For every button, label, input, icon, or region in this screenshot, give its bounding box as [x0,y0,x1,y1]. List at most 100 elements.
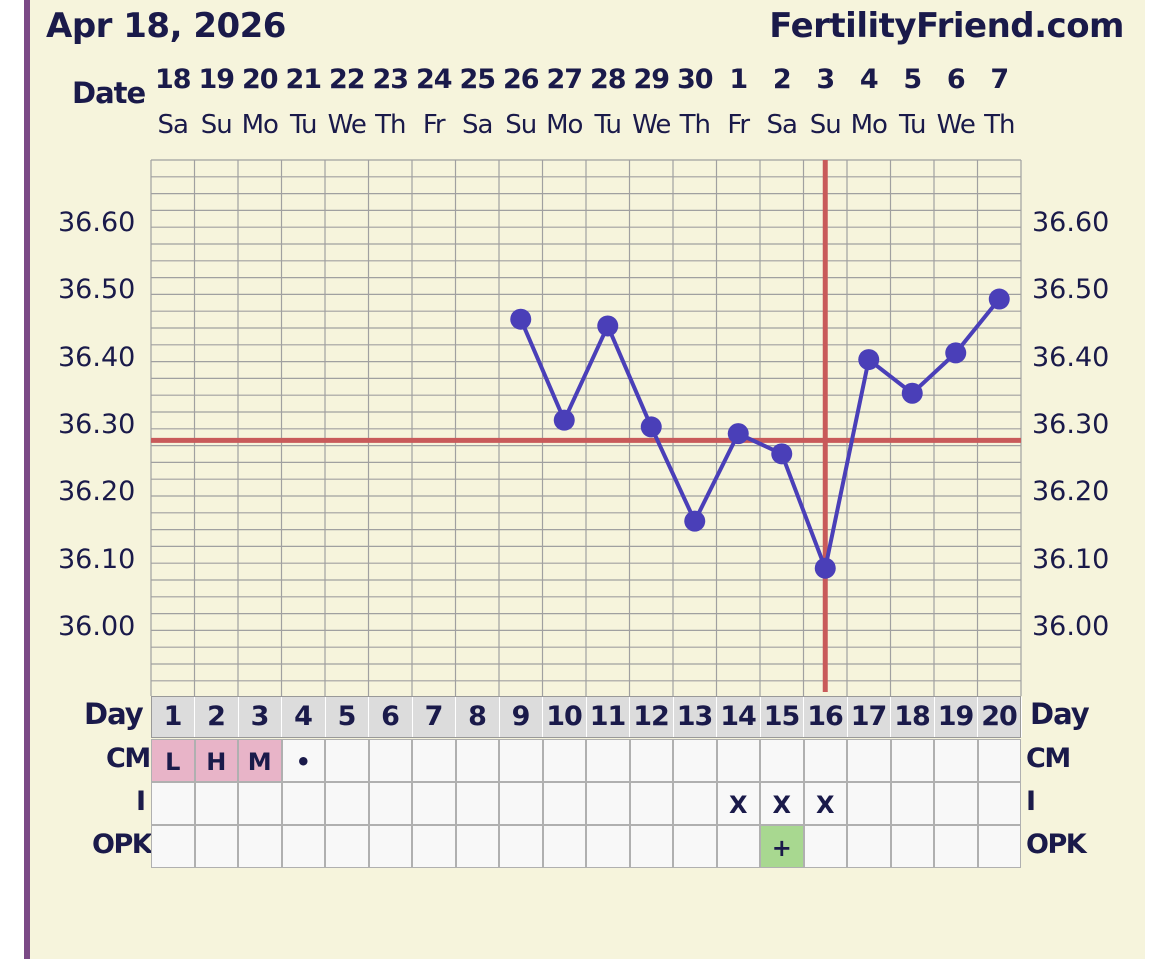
intercourse-cell [194,782,238,825]
weekday-label: Tu [899,110,926,140]
weekday-label: We [632,110,671,140]
cm-cell [368,739,412,782]
cm-cell [412,739,456,782]
date-label: 29 [633,64,670,95]
temperature-point [814,557,836,579]
temperature-point [684,510,706,532]
date-label: 5 [903,64,922,95]
opk-cell [281,825,325,868]
intercourse-cell: X [760,782,804,825]
cm-cell [890,739,934,782]
cycle-day-label: 20 [978,697,1022,737]
date-label: 7 [990,64,1009,95]
cm-cell [455,739,499,782]
opk-cell [673,825,717,868]
opk-cell [238,825,282,868]
site-name: FertilityFriend.com [769,6,1124,46]
opk-row-label-left: OPK [92,829,153,860]
weekday-label: Su [200,110,233,140]
y-tick-label-left: 36.10 [58,543,136,575]
date-label: 28 [589,64,627,95]
intercourse-cell [977,782,1021,825]
opk-row-label-right: OPK [1026,829,1087,860]
opk-cell: + [760,825,804,868]
cycle-day-label: 9 [499,697,543,737]
temperature-point [640,416,662,438]
intercourse-cell [586,782,630,825]
weekday-label: Th [375,110,406,140]
cm-cell [977,739,1021,782]
y-tick-label-right: 36.00 [1032,610,1110,642]
cm-cell [673,739,717,782]
intercourse-cell [455,782,499,825]
cm-cell [629,739,673,782]
intercourse-cell [412,782,456,825]
cm-cell [847,739,891,782]
cycle-day-label: 14 [717,697,761,737]
date-label: 27 [546,64,583,95]
date-label: 24 [415,64,453,95]
opk-cell [934,825,978,868]
opk-cell [847,825,891,868]
date-label: 19 [198,64,235,95]
weekday-label: Sa [462,110,493,140]
temperature-point [945,342,967,364]
intercourse-cell [847,782,891,825]
cm-row-label-right: CM [1026,743,1071,774]
y-tick-label-right: 36.60 [1032,207,1110,238]
opk-cell [977,825,1021,868]
temperature-point [771,443,793,465]
cycle-day-label: 16 [804,697,848,737]
intercourse-cell [325,782,369,825]
weekday-label: Th [679,110,711,140]
y-tick-label-left: 36.40 [58,341,136,373]
temperature-point [858,349,880,371]
day-row-label-right: Day [1030,697,1090,731]
cm-cell [760,739,804,782]
weekday-label: Sa [766,110,798,140]
cm-cell [586,739,630,782]
weekday-label: Mo [241,110,279,140]
intercourse-row-label-right: I [1026,786,1036,817]
temperature-point [553,409,575,431]
temperature-point [901,382,923,404]
cycle-day-label: 8 [456,697,500,737]
intercourse-cell [238,782,282,825]
weekday-label: We [327,110,367,140]
chart-date-title: Apr 18, 2026 [46,6,286,46]
cm-cell [803,739,847,782]
cycle-day-label: 4 [282,697,326,737]
date-label: 26 [502,64,540,95]
weekday-label: Tu [594,110,622,140]
cycle-day-label: 10 [543,697,587,737]
weekday-label: Mo [850,110,888,140]
date-label: 18 [154,64,192,95]
y-tick-label-right: 36.50 [1032,274,1110,306]
y-tick-label-left: 36.00 [58,610,136,642]
temperature-point [727,423,749,445]
cycle-day-label: 7 [412,697,456,737]
intercourse-cell [673,782,717,825]
intercourse-cell [499,782,543,825]
cycle-day-label: 3 [238,697,282,737]
cm-cell: • [281,739,325,782]
cycle-day-label: 13 [673,697,717,737]
cycle-day-label: 6 [369,697,413,737]
cm-cell [499,739,543,782]
date-label: 25 [459,64,496,95]
weekday-label: Mo [546,110,583,140]
y-tick-label-left: 36.30 [58,408,136,440]
opk-cell [499,825,543,868]
opk-cell [803,825,847,868]
weekday-label: Th [984,110,1015,140]
date-label: 1 [729,64,748,95]
weekday-label: Su [505,110,537,140]
weekday-label: Su [809,110,842,140]
weekday-label: Sa [157,110,189,140]
cycle-day-label: 1 [151,697,195,737]
opk-cell [586,825,630,868]
cm-cell: M [238,739,282,782]
y-tick-label-right: 36.40 [1032,341,1110,373]
intercourse-cell [890,782,934,825]
